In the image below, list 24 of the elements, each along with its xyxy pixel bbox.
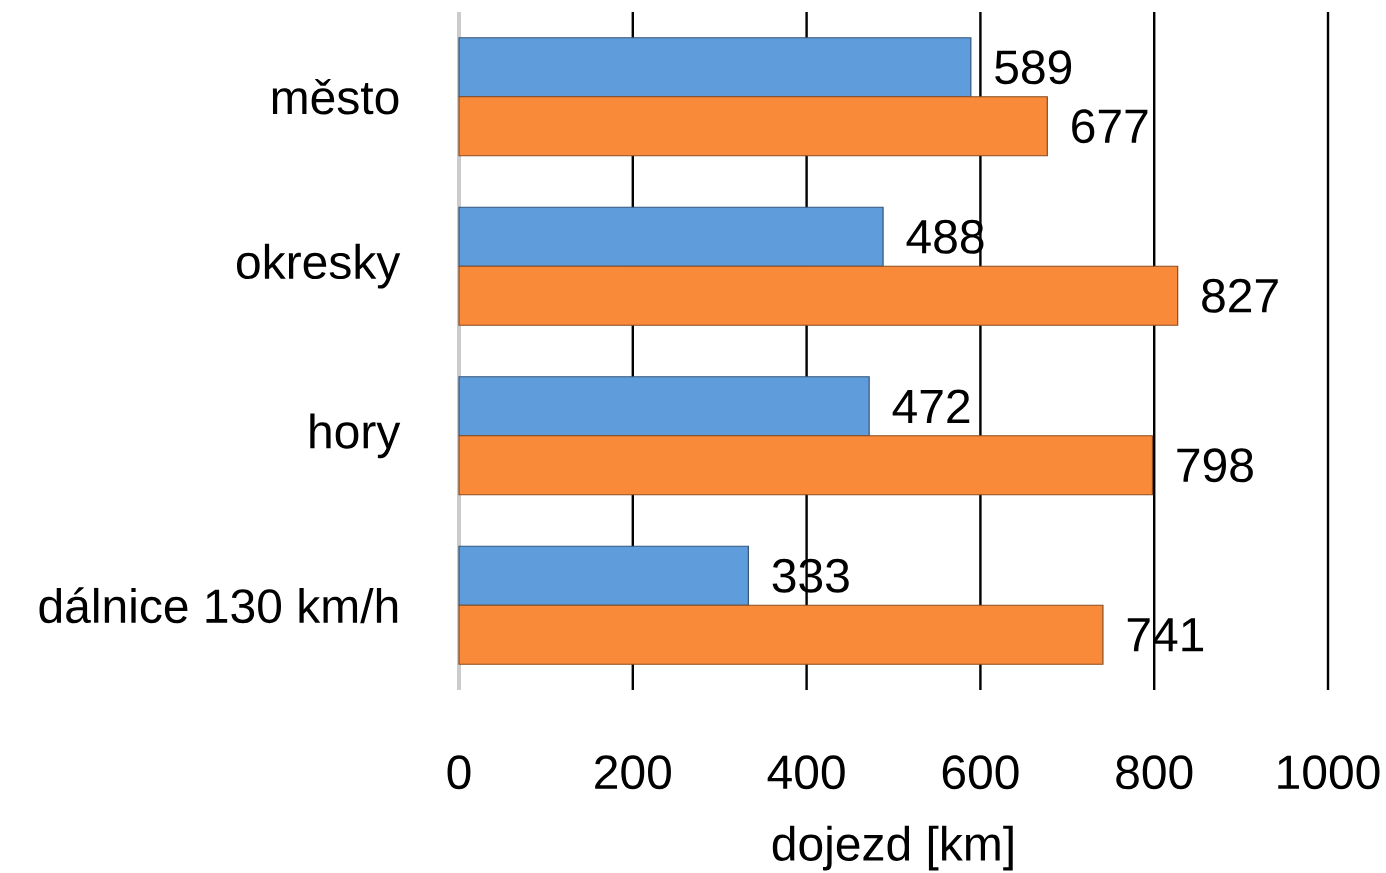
bar bbox=[458, 545, 749, 606]
x-tick-label: 800 bbox=[1116, 755, 1193, 790]
data-label: 677 bbox=[1072, 109, 1148, 144]
bar bbox=[458, 435, 1154, 496]
x-tick-label: 1000 bbox=[1278, 755, 1380, 790]
x-axis-title: dojezd [km] bbox=[772, 825, 1013, 871]
x-tick-label: 0 bbox=[447, 755, 471, 790]
x-tick-label: 200 bbox=[595, 755, 671, 790]
data-label: 589 bbox=[995, 50, 1072, 85]
y-tick-label: město bbox=[272, 79, 399, 115]
bar bbox=[458, 37, 972, 98]
bar bbox=[458, 376, 870, 437]
x-tick-label: 400 bbox=[767, 755, 845, 790]
bar bbox=[458, 96, 1048, 157]
bar bbox=[458, 206, 884, 267]
x-tick-label: 600 bbox=[942, 755, 1019, 790]
data-label: 827 bbox=[1202, 278, 1278, 313]
data-label: 472 bbox=[892, 389, 970, 423]
y-tick-label: dálnice 130 km/h bbox=[39, 587, 398, 624]
y-tick-label: hory bbox=[310, 413, 401, 459]
bar bbox=[458, 604, 1104, 665]
y-tick-label: okresky bbox=[237, 243, 401, 289]
data-label: 798 bbox=[1177, 448, 1253, 483]
bar bbox=[458, 265, 1179, 326]
